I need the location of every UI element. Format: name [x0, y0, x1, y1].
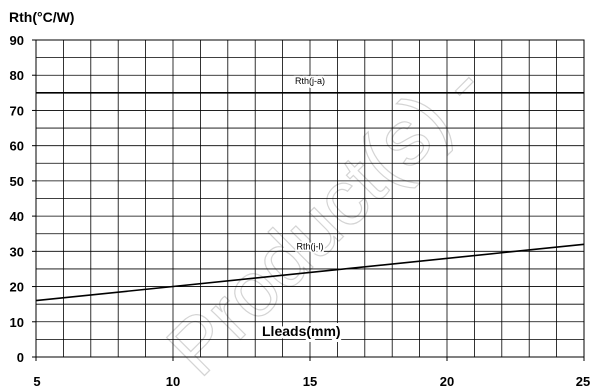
x-tick-label: 5 — [33, 374, 40, 389]
x-tick-label: 20 — [440, 374, 454, 389]
tick-labels: 0 10 20 30 40 50 60 70 80 90 5 10 15 20 25 — [10, 33, 591, 389]
y-tick-label: 70 — [10, 103, 24, 118]
y-tick-label: 80 — [10, 68, 24, 83]
grid — [35, 39, 585, 358]
y-tick-label: 10 — [10, 315, 24, 330]
y-tick-label: 40 — [10, 209, 24, 224]
y-tick-label: 50 — [10, 174, 24, 189]
y-tick-label: 90 — [10, 33, 24, 48]
series-label: Rth(j-l) — [297, 242, 324, 252]
y-tick-label: 20 — [10, 280, 24, 295]
x-tick-label: 15 — [303, 374, 317, 389]
x-tick-label: 10 — [166, 374, 180, 389]
series-line — [35, 243, 585, 302]
y-tick-label: 0 — [17, 350, 24, 365]
series-lines: Rth(j-a) Rth(j-l) — [35, 74, 585, 302]
x-tick-label: 25 — [576, 374, 590, 389]
x-axis-label: Lleads(mm) — [262, 323, 341, 339]
y-tick-label: 30 — [10, 244, 24, 259]
y-axis-label: Rth(°C/W) — [9, 9, 74, 25]
y-tick-label: 60 — [10, 139, 24, 154]
series-label: Rth(j-a) — [295, 76, 325, 86]
